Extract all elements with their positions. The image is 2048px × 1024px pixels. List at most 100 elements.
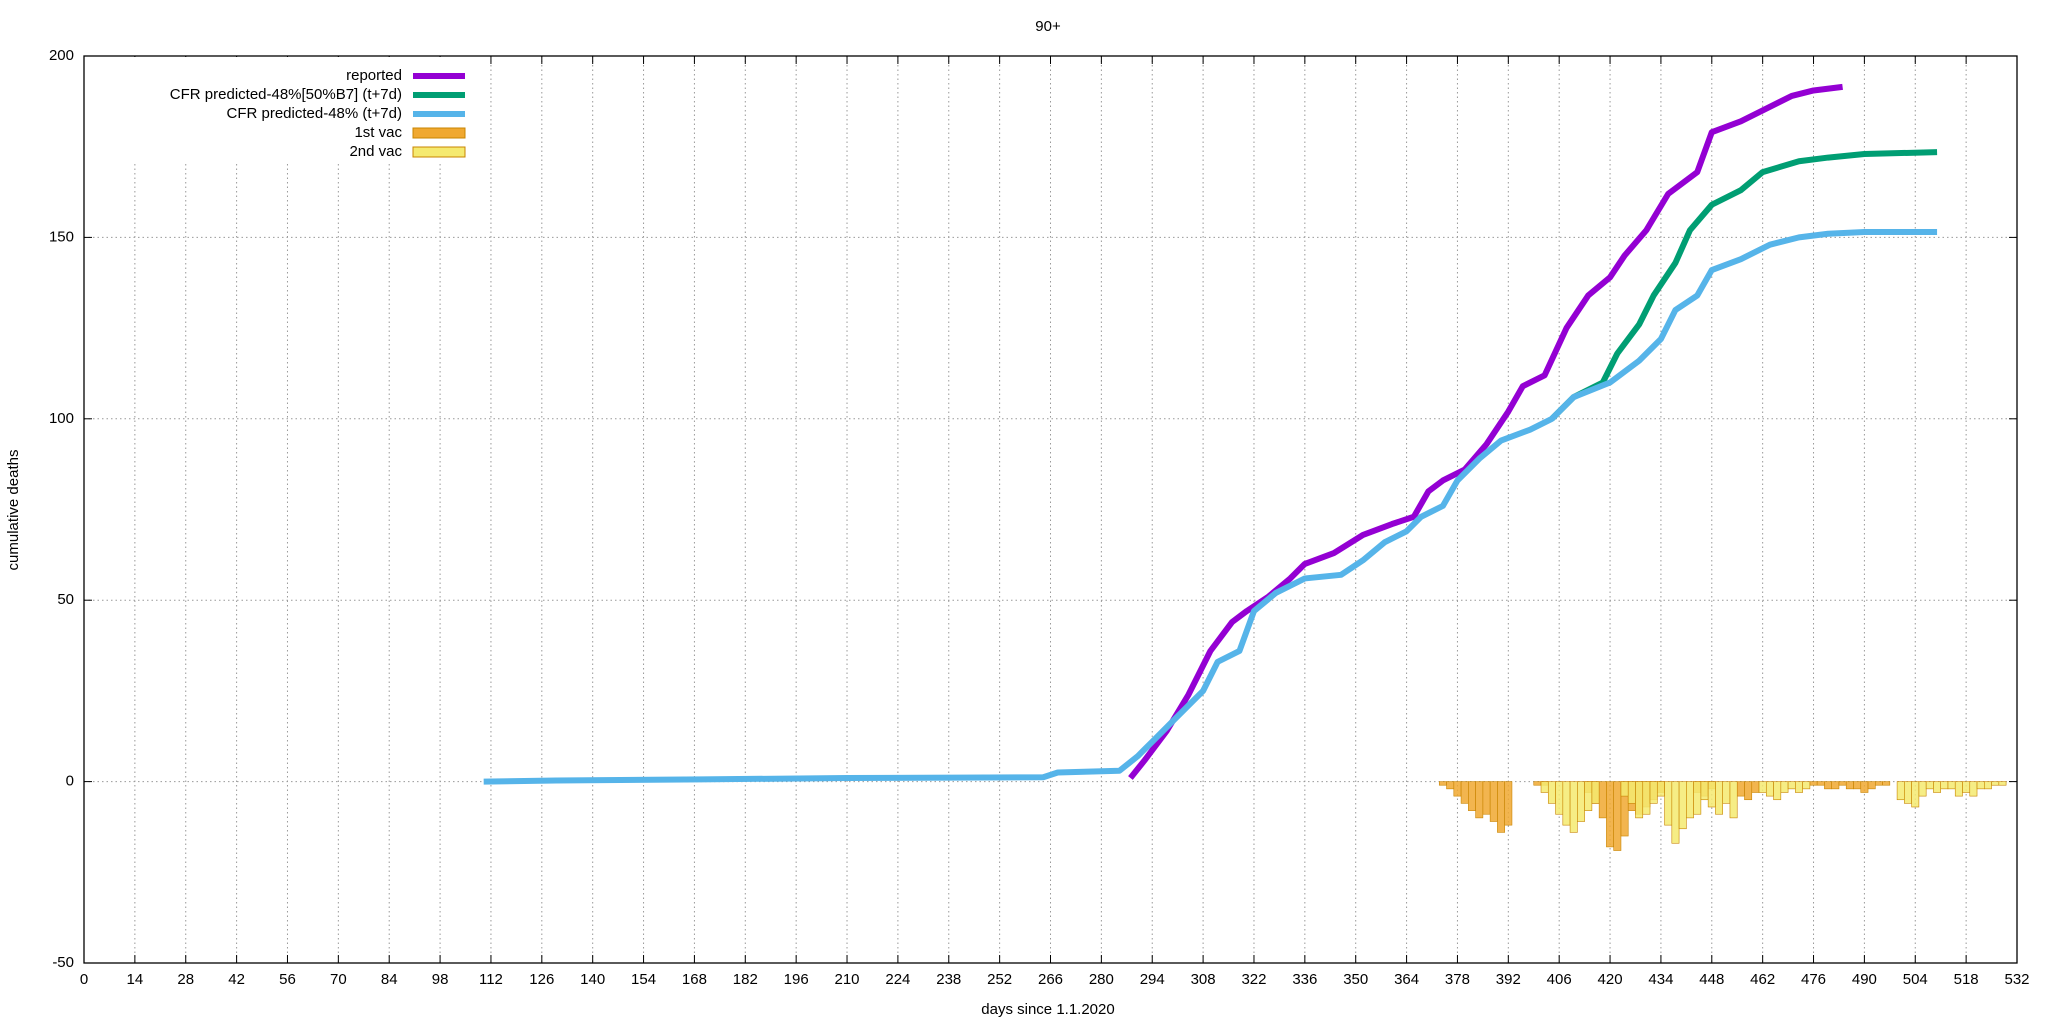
bar <box>1947 781 1956 790</box>
bar <box>1751 781 1760 793</box>
x-tick-label: 294 <box>1140 971 1165 988</box>
y-axis-label: cumulative deaths <box>5 450 22 571</box>
x-tick-label: 406 <box>1547 971 1572 988</box>
bar <box>1882 781 1891 786</box>
chart-title: 90+ <box>1035 18 1061 35</box>
bar <box>1780 781 1789 793</box>
x-tick-label: 14 <box>127 971 144 988</box>
x-axis-label: days since 1.1.2020 <box>981 1001 1114 1018</box>
bar <box>1635 781 1644 819</box>
bar <box>1722 781 1731 804</box>
bar <box>1962 781 1971 793</box>
bar <box>1976 781 1985 790</box>
bar <box>1555 781 1564 815</box>
legend-swatch <box>412 146 466 158</box>
x-tick-label: 448 <box>1699 971 1724 988</box>
x-tick-label: 518 <box>1954 971 1979 988</box>
legend-label: 2nd vac <box>349 143 402 160</box>
bar <box>1896 781 1905 801</box>
x-tick-label: 280 <box>1089 971 1114 988</box>
bar <box>1598 781 1607 819</box>
bar <box>1620 781 1629 797</box>
x-tick-label: 84 <box>381 971 398 988</box>
x-tick-label: 378 <box>1445 971 1470 988</box>
bar <box>1577 781 1585 822</box>
bar <box>1729 781 1738 819</box>
x-tick-label: 434 <box>1648 971 1673 988</box>
bar <box>1649 781 1658 804</box>
bar <box>1540 781 1549 793</box>
bar <box>1773 781 1782 801</box>
bar <box>1809 781 1818 786</box>
bar <box>1497 781 1505 833</box>
bar <box>1438 781 1447 786</box>
bar <box>1627 781 1636 804</box>
bar <box>1715 781 1723 815</box>
y-tick-label: 200 <box>49 47 74 64</box>
x-tick-label: 462 <box>1750 971 1775 988</box>
x-tick-label: 224 <box>885 971 910 988</box>
bar <box>1504 781 1513 826</box>
bar <box>1606 781 1614 848</box>
x-tick-label: 266 <box>1038 971 1063 988</box>
bar <box>1664 781 1673 826</box>
bar <box>1954 781 1963 797</box>
bar <box>1758 781 1767 793</box>
x-tick-label: 238 <box>936 971 961 988</box>
bar <box>1446 781 1455 790</box>
x-tick-label: 168 <box>682 971 707 988</box>
bar <box>1874 781 1883 786</box>
bar <box>1933 781 1941 793</box>
x-tick-label: 364 <box>1394 971 1419 988</box>
bar <box>1860 781 1869 793</box>
bar <box>1700 781 1709 801</box>
y-tick-label: 50 <box>57 591 74 608</box>
x-tick-label: 154 <box>631 971 656 988</box>
x-tick-label: 532 <box>2004 971 2029 988</box>
x-tick-label: 126 <box>529 971 554 988</box>
bar <box>1969 781 1978 797</box>
x-tick-label: 98 <box>432 971 449 988</box>
legend-label: CFR predicted-48% (t+7d) <box>227 105 403 122</box>
bar <box>1925 781 1934 790</box>
bar <box>1460 781 1469 804</box>
legend-label: CFR predicted-48%[50%B7] (t+7d) <box>170 86 402 103</box>
bar <box>1453 781 1462 797</box>
bar <box>1998 781 2007 786</box>
data-line <box>483 228 1938 785</box>
x-tick-label: 504 <box>1903 971 1928 988</box>
bar <box>1765 781 1774 797</box>
bar <box>1831 781 1840 790</box>
bar <box>1853 781 1862 790</box>
bar <box>1744 781 1753 801</box>
bar <box>1838 781 1847 786</box>
bar <box>1795 781 1803 793</box>
bar <box>1591 781 1600 804</box>
bar <box>1736 781 1745 797</box>
bar <box>1671 781 1680 844</box>
bar <box>1489 781 1498 822</box>
y-tick-label: 100 <box>49 410 74 427</box>
x-tick-label: 392 <box>1496 971 1521 988</box>
legend-label: 1st vac <box>354 124 402 141</box>
x-tick-label: 476 <box>1801 971 1826 988</box>
x-tick-label: 182 <box>733 971 758 988</box>
bar <box>1686 781 1694 819</box>
x-tick-label: 336 <box>1292 971 1317 988</box>
bar <box>1569 781 1578 833</box>
bar <box>1940 781 1949 790</box>
bar <box>1867 781 1876 790</box>
bar <box>1584 781 1593 811</box>
bar <box>1562 781 1571 826</box>
x-tick-label: 308 <box>1191 971 1216 988</box>
bar <box>1983 781 1992 790</box>
bar <box>1678 781 1687 830</box>
bar <box>1642 781 1651 815</box>
data-line <box>1128 83 1843 780</box>
bar <box>1787 781 1796 790</box>
x-tick-label: 56 <box>279 971 296 988</box>
x-tick-label: 0 <box>80 971 88 988</box>
bar <box>1845 781 1854 790</box>
